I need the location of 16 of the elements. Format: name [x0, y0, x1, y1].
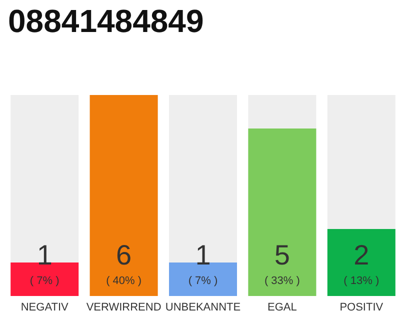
annotation: ( 33% ) — [264, 275, 300, 287]
data-label: 6 — [116, 240, 132, 270]
annotation: ( 40% ) — [106, 275, 142, 287]
annotation: ( 7% ) — [188, 275, 218, 287]
x-tick-label: NEGATIV — [20, 302, 69, 314]
x-tick-label: VERWIRREND — [86, 302, 162, 314]
x-tick-label: POSITIV — [340, 302, 384, 314]
data-label: 5 — [274, 240, 290, 270]
chart-title: 08841484849 — [8, 3, 204, 39]
bar — [169, 262, 237, 296]
bar — [10, 262, 79, 296]
x-tick-label: EGAL — [268, 302, 297, 314]
x-tick-label: UNBEKANNTE — [165, 302, 241, 314]
data-label: 2 — [354, 240, 370, 270]
annotation: ( 13% ) — [344, 275, 380, 287]
annotation: ( 7% ) — [30, 275, 60, 287]
